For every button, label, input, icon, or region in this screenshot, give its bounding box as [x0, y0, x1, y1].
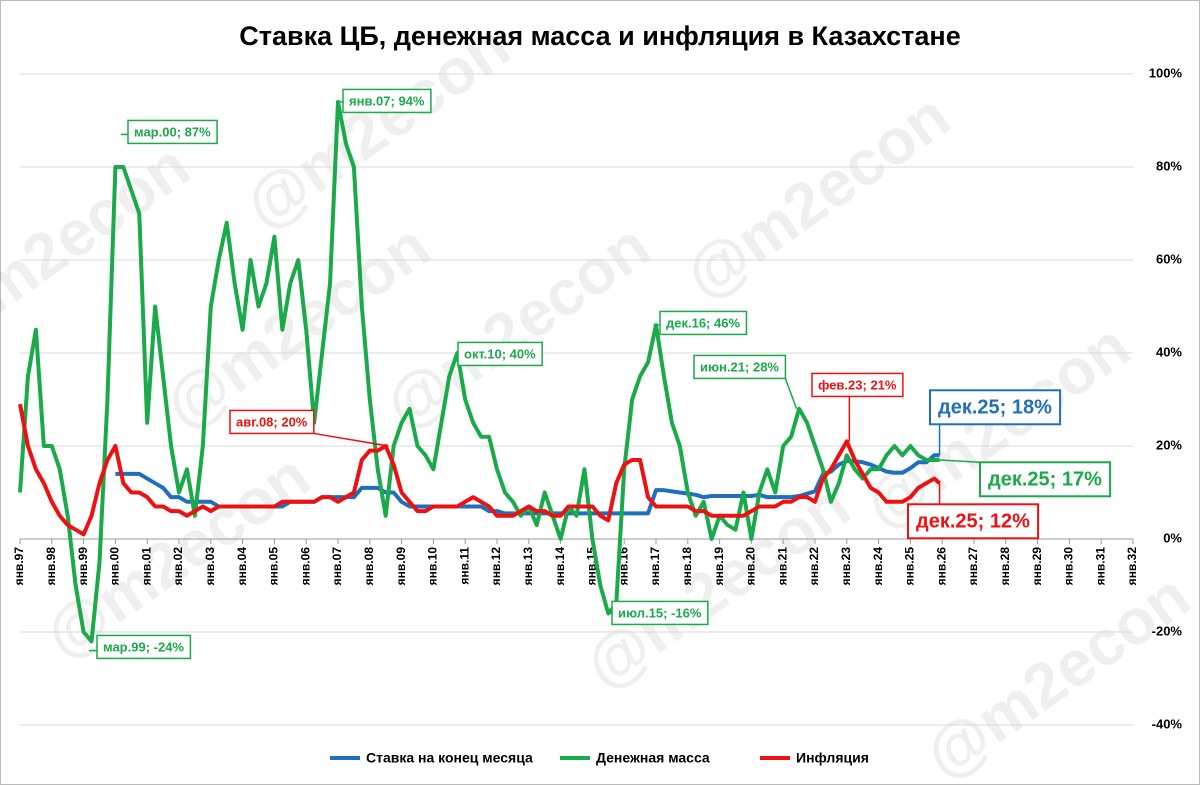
annotation: фев.23; 21% [811, 372, 904, 442]
x-tick-label: янв.99 [76, 547, 90, 586]
annotation: мар.00; 87% [120, 119, 218, 145]
annotation: окт.10; 40% [457, 341, 543, 367]
x-tick-label: янв.28 [998, 547, 1012, 586]
annotation-label: дек.25; 12% [916, 510, 1030, 532]
annotation-label: дек.25; 17% [988, 468, 1102, 490]
x-tick-label: янв.23 [839, 547, 853, 586]
annotation-label: мар.99; -24% [103, 639, 184, 654]
annotation-box [979, 461, 1112, 498]
x-tick-label: янв.27 [966, 547, 980, 586]
x-tick-label: янв.22 [807, 547, 821, 586]
grid: -40% -20% 0% 20% 40% 60% 80% 100% янв.97 янв.98 ян… [12, 65, 1182, 731]
x-tick-label: янв.25 [903, 547, 917, 586]
x-tick-label: янв.08 [362, 547, 376, 586]
x-tick-label: янв.98 [44, 547, 58, 586]
annotation-box [96, 634, 192, 660]
series-line [18, 99, 940, 644]
x-tick-label: янв.05 [267, 547, 281, 586]
annotation: мар.99; -24% [89, 634, 192, 660]
x-tick-label: янв.20 [744, 547, 758, 586]
y-tick-label: 100% [1149, 65, 1183, 80]
x-tick-label: янв.17 [648, 547, 662, 586]
x-tick-label: янв.31 [1093, 547, 1107, 586]
x-tick-label: янв.00 [108, 547, 122, 586]
annotation-box [693, 354, 787, 380]
annotation-box [611, 600, 709, 626]
annotation-label: фев.23; 21% [818, 377, 897, 392]
y-tick-label: 0% [1163, 530, 1182, 545]
x-tick-label: янв.30 [1062, 547, 1076, 586]
annotation: янв.07; 94% [338, 88, 432, 114]
x-tick-label: янв.32 [1125, 547, 1139, 586]
x-tick-label: янв.09 [394, 547, 408, 586]
legend-label: Денежная масса [596, 750, 710, 766]
annotation-label: дек.16; 46% [666, 315, 740, 330]
annotation-label: мар.00; 87% [134, 124, 211, 139]
annotation-label: дек.25; 18% [938, 396, 1052, 418]
x-tick-label: янв.02 [171, 547, 185, 586]
lines [18, 99, 941, 644]
annotation: авг.08; 20% [229, 409, 389, 447]
series-line [18, 403, 941, 537]
x-tick-label: янв.03 [203, 547, 217, 586]
legend-label: Инфляция [796, 750, 869, 766]
x-tick-label: янв.04 [235, 547, 249, 586]
annotation-leader [939, 459, 981, 464]
x-tick-label: янв.18 [680, 547, 694, 586]
legend-label: Ставка на конец месяца [366, 750, 533, 766]
annotation-label: окт.10; 40% [464, 346, 536, 361]
annotation-leader [784, 378, 798, 410]
annotation: дек.25; 17% [939, 459, 1112, 498]
x-tick-label: янв.26 [934, 547, 948, 586]
annotation-box [127, 119, 218, 145]
x-tick-label: янв.07 [330, 547, 344, 586]
annotation-label: июл.15; -16% [618, 605, 702, 620]
x-tick-label: янв.13 [521, 547, 535, 586]
x-tick-label: янв.06 [298, 547, 312, 586]
y-tick-label: 60% [1156, 251, 1182, 266]
annotation: дек.25; 18% [929, 389, 1062, 456]
x-tick-label: янв.97 [12, 547, 26, 586]
annotation-label: июн.21; 28% [700, 359, 779, 374]
annotation-box [811, 372, 904, 398]
annotation-box [929, 389, 1062, 426]
annotation-box [907, 503, 1040, 540]
annotation-box [229, 409, 315, 435]
y-tick-label: 20% [1156, 437, 1182, 452]
annotation-label: янв.07; 94% [349, 93, 425, 108]
y-tick-label: -40% [1152, 716, 1183, 731]
annotation-box [457, 341, 543, 367]
x-tick-label: янв.19 [712, 547, 726, 586]
x-tick-label: янв.29 [1030, 547, 1044, 586]
chart-title: Ставка ЦБ, денежная масса и инфляция в К… [239, 21, 960, 51]
annotation: июл.15; -16% [608, 600, 709, 626]
y-tick-label: -20% [1152, 623, 1183, 638]
x-tick-label: янв.10 [426, 547, 440, 586]
annotation: дек.25; 12% [907, 483, 1040, 540]
annotation-label: авг.08; 20% [236, 414, 308, 429]
y-tick-label: 40% [1156, 344, 1182, 359]
annotations: мар.99; -24% мар.00; 87% янв.07; 94% авг.08… [89, 88, 1112, 660]
annotation-box [659, 310, 748, 336]
annotation-leader [313, 432, 389, 447]
x-tick-label: янв.24 [871, 547, 885, 586]
x-tick-label: янв.14 [553, 547, 567, 586]
x-tick-label: янв.11 [457, 547, 471, 585]
x-tick-label: янв.01 [139, 547, 153, 586]
annotation: дек.16; 46% [653, 310, 748, 336]
x-tick-label: янв.12 [489, 547, 503, 586]
annotation-box [342, 88, 432, 114]
annotation: июн.21; 28% [693, 354, 798, 410]
y-tick-label: 80% [1156, 158, 1182, 173]
x-tick-label: янв.21 [775, 547, 789, 586]
